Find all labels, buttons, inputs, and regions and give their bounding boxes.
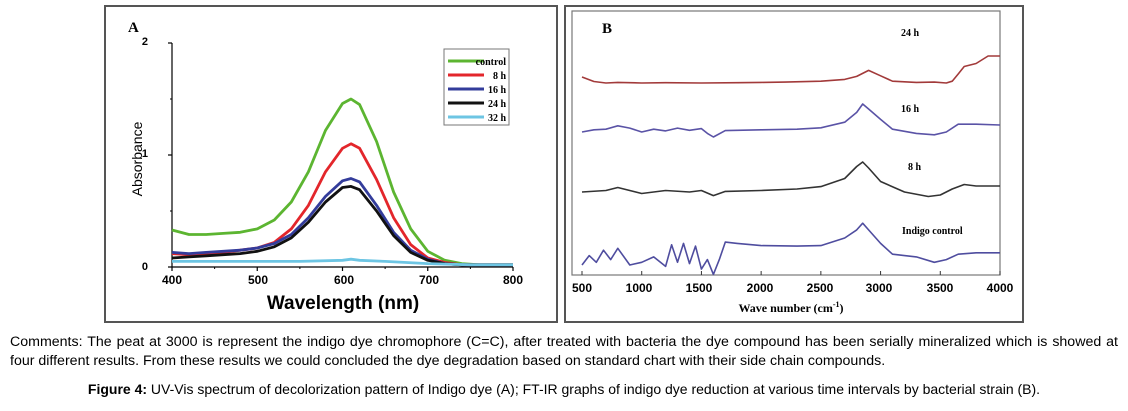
legend-label-32h: 32 h — [488, 113, 507, 124]
legend-label-24h: 24 h — [488, 99, 507, 110]
x-axis-title-close: ) — [840, 301, 844, 315]
series-line-8-h — [171, 142, 513, 267]
series-line-16-h — [581, 103, 1001, 138]
y-axis-title: Absorbance — [129, 121, 145, 196]
x-tick-label-700: 700 — [419, 273, 439, 287]
panel-a-label: A — [128, 20, 139, 36]
x-tick-label-2500: 2500 — [807, 281, 834, 295]
x-tick-label-1000: 1000 — [626, 281, 653, 295]
figure-caption-text: UV-Vis spectrum of decolorization patter… — [147, 381, 1041, 397]
x-tick-label-2000: 2000 — [747, 281, 774, 295]
comments-paragraph: Comments: The peat at 3000 is represent … — [10, 334, 1118, 369]
series-label-8h: 8 h — [908, 162, 922, 173]
series-line-16-h — [171, 177, 513, 267]
series-line-indigo-control — [581, 222, 1000, 276]
y-tick-label-2: 2 — [142, 36, 148, 48]
y-tick-label-0: 0 — [142, 261, 148, 273]
x-tick-label-400: 400 — [162, 273, 182, 287]
legend-label-8h: 8 h — [493, 71, 507, 82]
ftir-chart-svg: B 24 h 16 h 8 h Indigo control 500 1000 … — [571, 10, 1014, 315]
series-line-control — [171, 97, 513, 267]
x-axis-title: Wave number (cm-1) — [738, 300, 843, 315]
figure-caption-label: Figure 4: — [87, 381, 148, 397]
plot-frame — [571, 10, 1001, 276]
x-tick-label-500: 500 — [572, 281, 592, 295]
y-tick-label-1: 1 — [142, 148, 148, 160]
series-line-32-h — [172, 257, 513, 267]
x-tick-label-1500: 1500 — [686, 281, 713, 295]
figure-caption: Figure 4: UV-Vis spectrum of decolorizat… — [0, 381, 1128, 397]
x-tick-label-3500: 3500 — [927, 281, 954, 295]
uv-vis-chart-svg: A 2 1 0 400 500 600 700 800 Wavelength (… — [128, 20, 523, 314]
x-tick-label-4000: 4000 — [987, 281, 1014, 295]
x-tick-label-600: 600 — [334, 273, 354, 287]
series-line-24-h — [581, 55, 1000, 84]
x-axis-title-text: Wave number (cm — [738, 301, 832, 315]
series-line-8-h — [581, 161, 1000, 198]
x-tick-label-500: 500 — [248, 273, 268, 287]
x-axis-title: Wavelength (nm) — [267, 293, 419, 314]
panel-b-label: B — [602, 21, 612, 37]
series-label-24h: 24 h — [901, 28, 920, 39]
legend-label-control: control — [476, 57, 507, 68]
x-tick-label-3000: 3000 — [866, 281, 893, 295]
x-tick-label-800: 800 — [503, 273, 523, 287]
panel-a-uv-vis-chart: A 2 1 0 400 500 600 700 800 Wavelength (… — [104, 5, 558, 323]
panel-b-ftir-chart: B 24 h 16 h 8 h Indigo control 500 1000 … — [564, 5, 1024, 323]
series-label-indigo-control: Indigo control — [902, 226, 963, 237]
series-label-16h: 16 h — [901, 104, 920, 115]
x-axis-title-exponent: -1 — [833, 300, 840, 309]
legend-label-16h: 16 h — [488, 85, 507, 96]
